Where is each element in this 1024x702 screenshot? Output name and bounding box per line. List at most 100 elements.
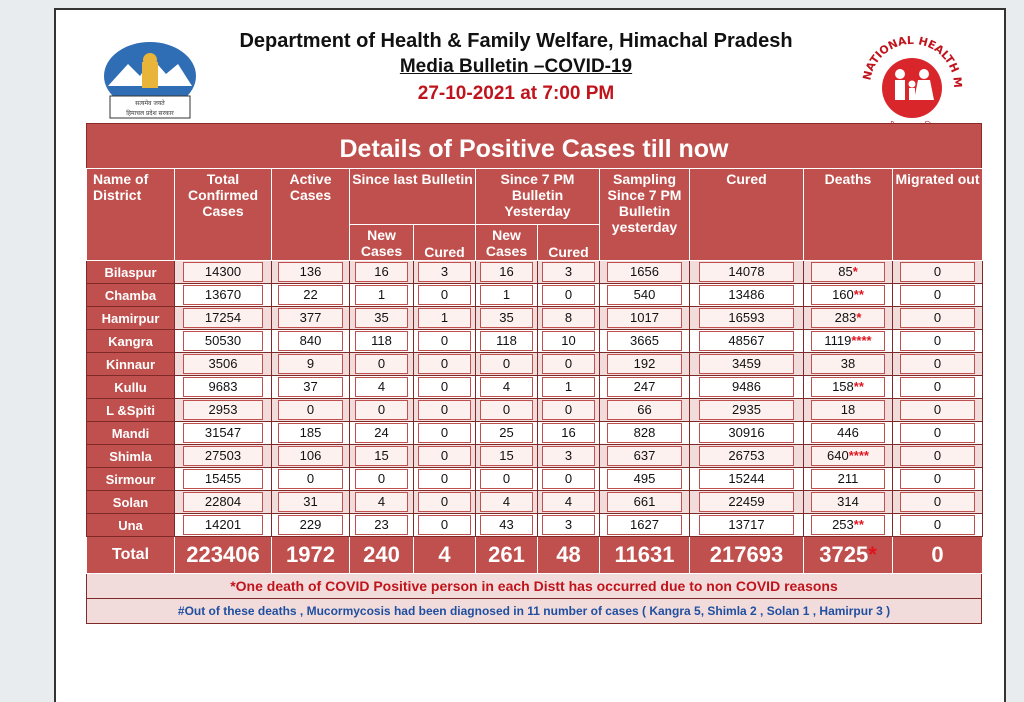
page-header: सत्यमेव जयते हिमाचल प्रदेश सरकार Departm… — [56, 10, 1004, 130]
cell-cured-7pm: 0 — [537, 283, 600, 307]
col-sampling: Sampling Since 7 PM Bulletin yesterday — [599, 168, 690, 261]
col-cured-last: Cured — [413, 224, 476, 261]
table-row: Hamirpur 17254 377 35 1 35 8 1017 16593 283* 0 — [86, 306, 983, 330]
cell-value: 0 — [418, 515, 471, 535]
cell-value: 0 — [900, 515, 975, 535]
value-text: 1017 — [630, 310, 659, 325]
cell-value: 0 — [418, 285, 471, 305]
col-new-cases-last: New Cases — [349, 224, 414, 261]
cell-value: 0 — [542, 469, 595, 489]
cell-value: 0 — [900, 469, 975, 489]
cell-sampling: 3665 — [599, 329, 690, 353]
cell-value: 9 — [277, 354, 344, 374]
death-star: **** — [851, 333, 872, 348]
cell-migrated: 0 — [892, 306, 983, 330]
cell-value: 118 — [480, 331, 533, 351]
cell-value: 0 — [542, 285, 595, 305]
cell-value: 283* — [810, 308, 886, 328]
cell-new-7pm: 16 — [475, 260, 538, 284]
cell-cured-last: 0 — [413, 329, 476, 353]
cell-value: 158** — [810, 377, 886, 397]
cell-value: 14300 — [182, 262, 264, 282]
cell-value: 23 — [354, 515, 409, 535]
cell-cured-7pm: 4 — [537, 490, 600, 514]
cell-value: 0 — [900, 423, 975, 443]
value-text: 4 — [564, 494, 573, 509]
cell-value: 446 — [810, 423, 886, 443]
table-row: Una 14201 229 23 0 43 3 1627 13717 253** 0 — [86, 513, 983, 537]
cell-total-confirmed: 3506 — [174, 352, 272, 376]
cell-value: 9683 — [182, 377, 264, 397]
value-text: 27503 — [204, 448, 242, 463]
cell-value: 840 — [277, 331, 344, 351]
cell-value: 2935 — [699, 400, 794, 420]
cell-value: 0 — [354, 400, 409, 420]
value-text: 23 — [374, 517, 389, 532]
cell-value: 15 — [354, 446, 409, 466]
value-text: 15 — [374, 448, 389, 463]
cell-cured-7pm: 0 — [537, 467, 600, 491]
cell-active: 185 — [271, 421, 350, 445]
positive-cases-report: Details of Positive Cases till now Name … — [86, 123, 983, 624]
cell-sampling: 66 — [599, 398, 690, 422]
value-text: 1627 — [630, 517, 659, 532]
table-row: Chamba 13670 22 1 0 1 0 540 13486 160** 0 — [86, 283, 983, 307]
cell-cured-last: 0 — [413, 352, 476, 376]
cell-cured: 26753 — [689, 444, 804, 468]
cell-sampling: 1017 — [599, 306, 690, 330]
cell-new-last: 16 — [349, 260, 414, 284]
value-text: 0 — [440, 471, 449, 486]
value-text: 15455 — [204, 471, 242, 486]
cell-value: 27503 — [182, 446, 264, 466]
cell-value: 16 — [542, 423, 595, 443]
cell-total-confirmed: 15455 — [174, 467, 272, 491]
cell-value: 1 — [354, 285, 409, 305]
value-text: 13486 — [728, 287, 765, 302]
total-deaths: 3725* — [803, 536, 893, 574]
title-block: Department of Health & Family Welfare, H… — [196, 28, 836, 108]
cell-district: Kinnaur — [86, 352, 175, 376]
total-deaths-star: * — [868, 542, 877, 567]
viewer-margin — [0, 0, 22, 702]
value-text: 0 — [502, 356, 511, 371]
cell-value: 38 — [810, 354, 886, 374]
cell-migrated: 0 — [892, 467, 983, 491]
cell-sampling: 1656 — [599, 260, 690, 284]
cell-value: 31 — [277, 492, 344, 512]
bulletin-title: Media Bulletin –COVID-19 — [399, 56, 633, 77]
value-text: 377 — [299, 310, 322, 325]
value-text: 16593 — [728, 310, 765, 325]
value-text: 38 — [840, 356, 856, 371]
cell-value: 661 — [607, 492, 682, 512]
cell-value: 37 — [277, 377, 344, 397]
cell-cured-last: 0 — [413, 421, 476, 445]
total-migrated: 0 — [892, 536, 983, 574]
value-text: 66 — [637, 402, 652, 417]
cell-value: 22 — [277, 285, 344, 305]
value-text: 0 — [933, 402, 942, 417]
cell-value: 0 — [900, 331, 975, 351]
cell-value: 0 — [418, 400, 471, 420]
value-text: 25 — [499, 425, 514, 440]
cell-new-last: 1 — [349, 283, 414, 307]
value-text: 1 — [502, 287, 511, 302]
value-text: 0 — [440, 448, 449, 463]
cell-value: 0 — [900, 285, 975, 305]
value-text: 0 — [502, 471, 511, 486]
value-text: 35 — [374, 310, 389, 325]
value-text: 15 — [499, 448, 514, 463]
cell-value: 0 — [900, 400, 975, 420]
cell-value: 22459 — [699, 492, 794, 512]
cell-new-7pm: 118 — [475, 329, 538, 353]
value-text: 495 — [633, 471, 656, 486]
cell-value: 0 — [480, 400, 533, 420]
cell-migrated: 0 — [892, 352, 983, 376]
value-text: 136 — [299, 264, 322, 279]
cell-value: 14201 — [182, 515, 264, 535]
cell-migrated: 0 — [892, 513, 983, 537]
value-text: 16 — [374, 264, 389, 279]
cell-value: 1656 — [607, 262, 682, 282]
cell-new-7pm: 25 — [475, 421, 538, 445]
cell-value: 1 — [480, 285, 533, 305]
value-text: 0 — [933, 356, 942, 371]
